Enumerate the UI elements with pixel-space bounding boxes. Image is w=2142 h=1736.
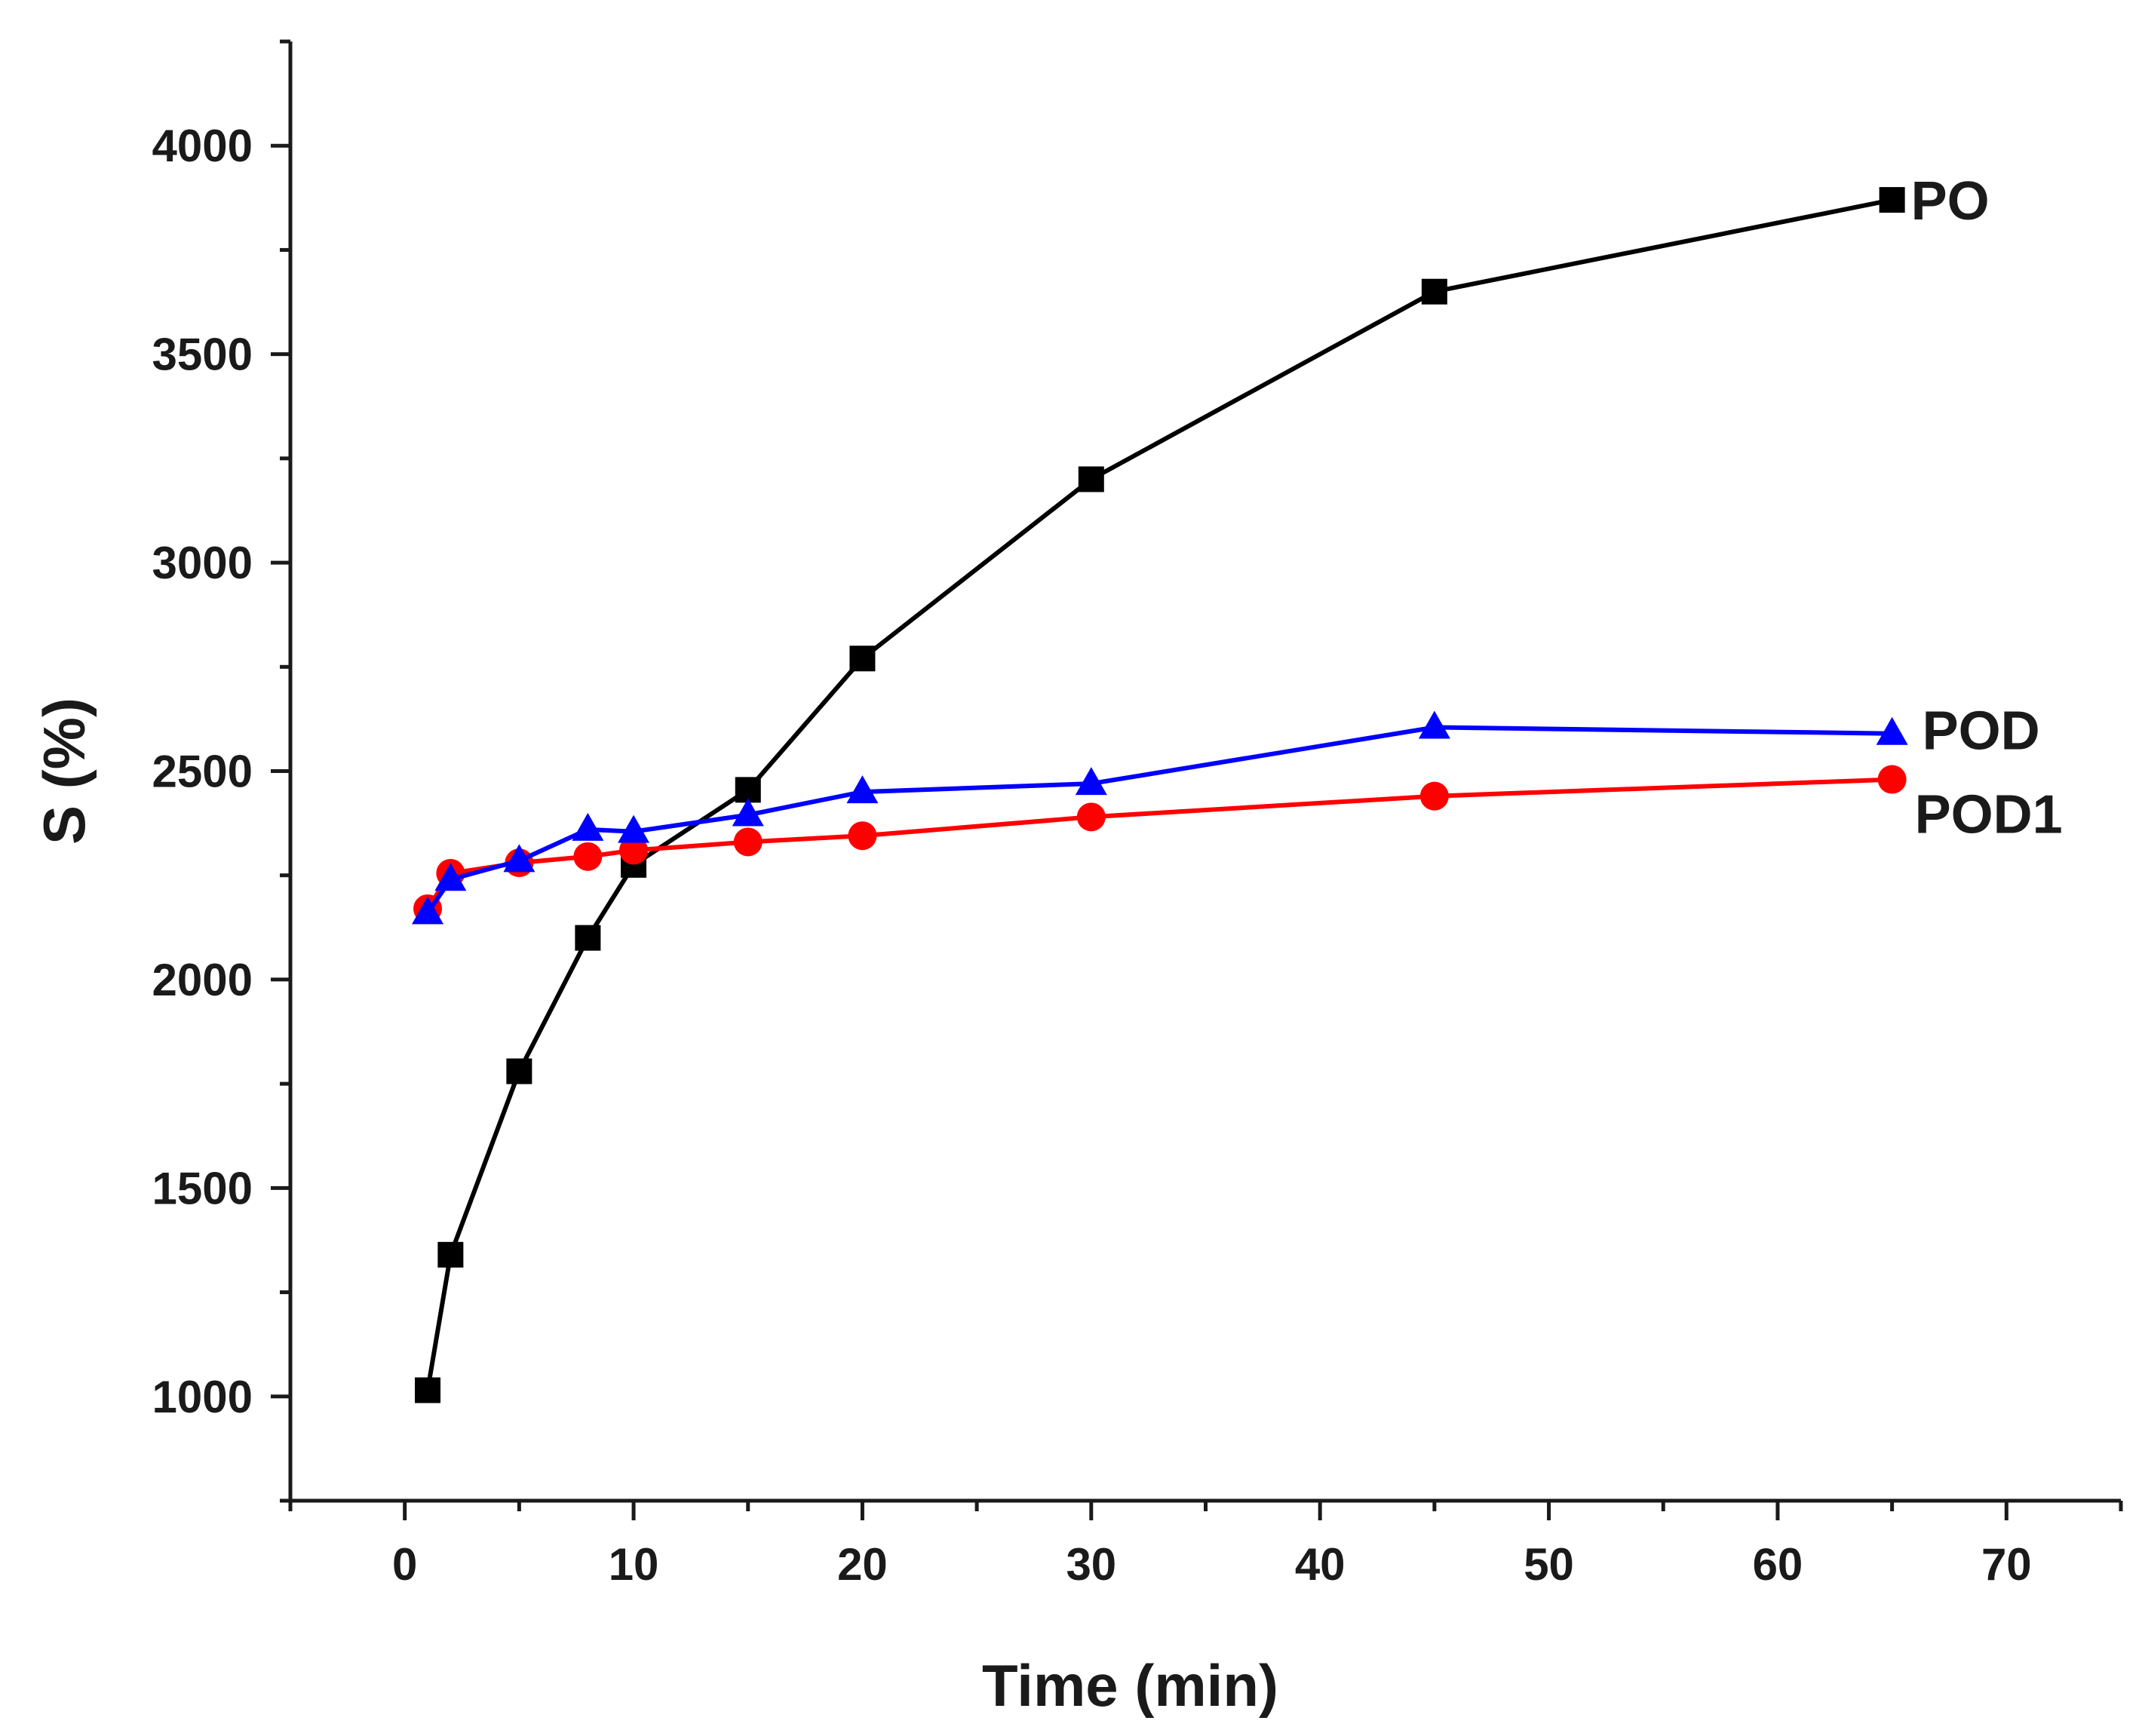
x-tick-label: 50: [1524, 1539, 1574, 1590]
data-point-circle: [848, 821, 877, 851]
x-tick-label: 20: [837, 1539, 888, 1590]
data-point-triangle: [732, 798, 764, 827]
y-tick-label: 1500: [152, 1163, 253, 1213]
series-label-pod1: POD1: [1915, 785, 2063, 845]
data-point-square: [415, 1377, 441, 1403]
x-tick-label: 70: [1981, 1539, 2032, 1590]
series-line-pod1: [425, 777, 1892, 910]
series-po: PO: [415, 171, 1990, 1403]
data-point-square: [1879, 187, 1905, 213]
y-tick-label: 1000: [152, 1372, 253, 1422]
y-tick-label: 2000: [152, 955, 253, 1005]
series-pod: POD: [412, 701, 2040, 925]
data-point-circle: [1076, 802, 1106, 832]
x-tick-label: 0: [392, 1539, 417, 1590]
series-line-po: [425, 198, 1893, 1391]
data-point-triangle: [412, 896, 444, 925]
data-point-square: [437, 1241, 464, 1268]
data-point-square: [575, 925, 601, 951]
data-point-triangle: [618, 814, 650, 843]
y-tick-label: 3000: [152, 538, 253, 588]
data-point-circle: [619, 836, 649, 865]
x-tick-label: 40: [1295, 1539, 1346, 1590]
x-axis-title: Time (min): [982, 1652, 1278, 1719]
data-point-circle: [733, 827, 763, 857]
series-pod1: POD1: [413, 765, 2063, 923]
x-tick-label: 30: [1066, 1539, 1116, 1590]
y-tick-label: 2500: [152, 747, 253, 797]
data-point-circle: [1877, 765, 1907, 794]
series-layer: PO POD1 POD: [412, 171, 2063, 1403]
y-tick-label: 3500: [152, 330, 253, 380]
y-tick-label: 4000: [152, 121, 253, 171]
data-point-triangle: [1876, 716, 1908, 745]
data-point-triangle: [503, 844, 536, 873]
series-label-po: PO: [1911, 171, 1990, 232]
data-point-square: [506, 1058, 532, 1084]
axes: 0 10 20 30 40 50 60 70 1000 1500 2000 2500 3000 3500 4…: [152, 39, 2123, 1590]
data-point-square: [849, 646, 876, 672]
data-point-triangle: [1418, 710, 1450, 739]
data-point-square: [1078, 466, 1104, 492]
series-label-pod: POD: [1923, 701, 2040, 762]
x-tick-label: 10: [609, 1539, 659, 1590]
data-point-triangle: [572, 812, 604, 841]
data-point-triangle: [1075, 767, 1107, 796]
data-point-circle: [573, 842, 603, 871]
data-point-triangle: [846, 775, 879, 804]
series-line-pod: [425, 725, 1892, 915]
data-point-circle: [1419, 781, 1449, 811]
data-point-triangle: [434, 863, 467, 891]
x-tick-label: 60: [1753, 1539, 1803, 1590]
data-point-square: [1421, 278, 1447, 305]
y-axis-title: S (%): [31, 698, 97, 845]
